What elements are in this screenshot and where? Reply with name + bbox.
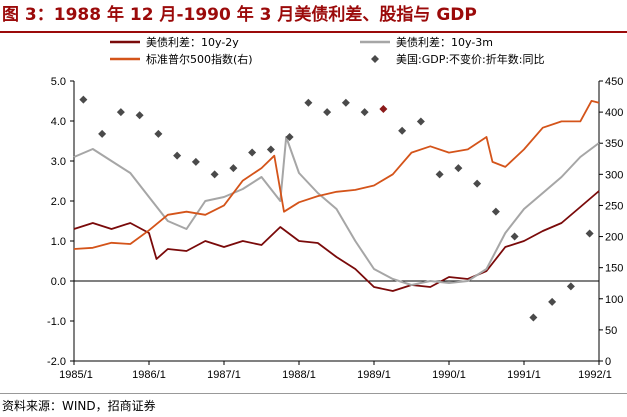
source-note: 资料来源：WIND，招商证券	[2, 399, 156, 413]
gdp-point	[341, 98, 350, 107]
right-tick-label: 350	[605, 138, 623, 150]
chart-title: 图 3：1988 年 12 月-1990 年 3 月美债利差、股指与 GDP	[2, 5, 477, 25]
right-tick-label: 100	[605, 294, 623, 306]
gdp-point	[116, 108, 125, 117]
legend-label-spread_10y3m: 美债利差：10y-3m	[396, 35, 493, 49]
gdp-point	[229, 164, 238, 173]
left-tick-label: 5.0	[51, 76, 66, 88]
gdp-point	[529, 313, 538, 322]
right-tick-label: 0	[605, 356, 611, 368]
right-tick-label: 50	[605, 325, 617, 337]
x-tick-label: 1985/1	[59, 369, 93, 381]
gdp-point	[98, 129, 107, 138]
series-line-sp500	[73, 100, 600, 250]
gdp-point	[79, 95, 88, 104]
left-tick-label: 4.0	[51, 116, 66, 128]
gdp-point	[191, 157, 200, 166]
legend-label-gdp: 美国:GDP:不变价:折年数:同比	[396, 52, 544, 66]
left-tick-label: 0.0	[51, 276, 66, 288]
gdp-point	[398, 126, 407, 135]
gdp-point	[566, 282, 575, 291]
gdp-point	[304, 98, 313, 107]
gdp-point	[379, 105, 388, 113]
gdp-point	[285, 133, 294, 141]
title-rule	[0, 31, 627, 33]
left-tick-label: -2.0	[47, 356, 66, 368]
gdp-point	[416, 117, 425, 126]
gdp-point	[323, 108, 332, 117]
chart-series	[73, 95, 600, 322]
right-tick-label: 300	[605, 169, 623, 181]
chart-legend: 美债利差：10y-2y 美债利差：10y-3m 标准普尔500指数(右) 美国:GDP…	[110, 35, 544, 66]
gdp-point	[248, 148, 257, 157]
right-tick-label: 150	[605, 263, 623, 275]
right-tick-label: 200	[605, 232, 623, 244]
left-tick-label: 3.0	[51, 156, 66, 168]
left-tick-label: -1.0	[47, 316, 66, 328]
x-tick-label: 1989/1	[357, 369, 391, 381]
series-line-spread_10y2y	[73, 190, 600, 292]
gdp-point	[548, 297, 557, 306]
left-tick-label: 2.0	[51, 196, 66, 208]
gdp-point	[266, 145, 275, 154]
chart: 5.0 4.0 3.0 2.0 1.0 0.0 -1.0 -2.0 450 400 350 300 25…	[47, 35, 623, 381]
gdp-point	[454, 164, 463, 173]
gdp-point	[135, 111, 144, 120]
x-tick-label: 1986/1	[132, 369, 166, 381]
x-tick-label: 1988/1	[282, 369, 316, 381]
right-tick-label: 400	[605, 107, 623, 119]
legend-label-sp500: 标准普尔500指数(右)	[146, 52, 253, 66]
x-tick-label: 1991/1	[507, 369, 541, 381]
gdp-point	[585, 229, 594, 238]
gdp-point	[491, 207, 500, 216]
gdp-point	[173, 151, 182, 160]
footer-rule	[0, 393, 627, 394]
gdp-point	[510, 232, 519, 241]
gdp-point	[473, 179, 482, 188]
x-tick-label: 1987/1	[207, 369, 241, 381]
chart-axes: 5.0 4.0 3.0 2.0 1.0 0.0 -1.0 -2.0 450 400 350 300 25…	[47, 76, 623, 381]
gdp-point	[360, 108, 369, 117]
series-line-spread_10y3m	[73, 136, 600, 286]
right-tick-label: 250	[605, 200, 623, 212]
legend-swatch-gdp	[371, 55, 379, 63]
left-tick-label: 1.0	[51, 236, 66, 248]
gdp-point	[435, 170, 444, 179]
x-tick-label: 1990/1	[432, 369, 466, 381]
gdp-point	[210, 170, 219, 179]
right-tick-label: 450	[605, 76, 623, 88]
gdp-point	[154, 129, 163, 138]
legend-label-spread_10y2y: 美债利差：10y-2y	[146, 35, 239, 49]
x-tick-label: 1992/1	[578, 369, 612, 381]
